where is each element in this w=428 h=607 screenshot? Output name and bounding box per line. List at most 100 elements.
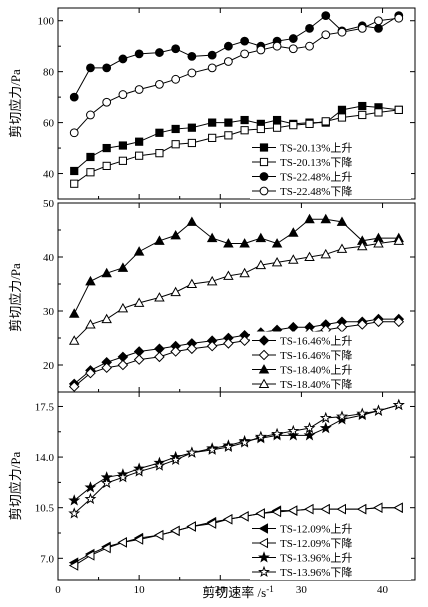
legend-background xyxy=(250,519,411,580)
data-point xyxy=(223,270,234,280)
x-tick-label: 30 xyxy=(296,584,308,596)
data-point xyxy=(319,411,332,424)
data-point xyxy=(240,126,249,135)
data-point xyxy=(223,41,233,51)
data-point xyxy=(222,440,235,453)
data-point xyxy=(186,278,198,289)
data-point xyxy=(374,108,383,117)
data-point xyxy=(224,131,233,140)
data-point xyxy=(133,465,146,477)
data-point xyxy=(86,168,95,177)
data-point xyxy=(186,216,198,226)
data-point xyxy=(153,529,164,541)
data-point xyxy=(68,335,80,345)
legend-marker xyxy=(259,186,269,196)
legend-marker xyxy=(258,551,270,563)
data-point xyxy=(305,119,314,128)
plot-frame xyxy=(57,391,416,581)
data-point xyxy=(320,503,330,515)
data-point xyxy=(256,124,265,134)
y-tick-label: 30 xyxy=(43,306,55,318)
data-point xyxy=(206,275,218,286)
series-4 xyxy=(68,235,405,345)
data-point xyxy=(239,238,250,248)
data-point xyxy=(337,113,347,122)
y-axis-label: 剪切应力/Pa xyxy=(8,451,23,520)
data-point xyxy=(86,152,95,162)
legend-background xyxy=(250,138,411,199)
data-point xyxy=(392,398,405,411)
legend-entry: TS-22.48%上升 xyxy=(280,171,352,184)
data-point xyxy=(373,316,384,328)
data-point xyxy=(357,23,367,33)
data-point xyxy=(117,359,129,371)
legend-entry: TS-20.13%下降 xyxy=(280,155,352,169)
data-point xyxy=(305,23,314,33)
data-point xyxy=(186,521,196,532)
data-point xyxy=(287,505,298,516)
data-point xyxy=(256,45,266,55)
legend-marker xyxy=(258,565,270,578)
data-point xyxy=(186,343,198,355)
y-axis-label: 剪切应力/Pa xyxy=(8,263,23,332)
data-point xyxy=(289,121,298,130)
data-point xyxy=(337,27,347,37)
legend-entry: TS-20.13%上升 xyxy=(280,142,352,155)
series-line xyxy=(73,404,399,501)
data-point xyxy=(239,511,249,522)
legend-entry: TS-22.48%下降 xyxy=(280,184,352,198)
data-point xyxy=(86,63,95,73)
data-point xyxy=(319,421,332,434)
legend-entry: TS-18.40%上升 xyxy=(280,364,352,377)
data-point xyxy=(187,51,197,61)
data-point xyxy=(223,338,234,349)
data-point xyxy=(171,124,180,134)
data-point xyxy=(118,156,128,165)
data-point xyxy=(321,11,331,21)
data-point xyxy=(84,481,97,493)
data-point xyxy=(134,49,144,59)
y-tick-label: 20 xyxy=(43,360,55,372)
data-point xyxy=(239,267,250,278)
data-point xyxy=(134,85,144,94)
data-point xyxy=(288,34,298,43)
data-point xyxy=(102,63,112,73)
data-point xyxy=(271,256,283,267)
y-axis-label: 剪切应力/Pa xyxy=(8,69,23,138)
chart-panel-3: 7.0 10.5 14.0 17.5 0 10 20 30 40 剪切应力/Pa TS-12.09%… xyxy=(8,391,416,596)
data-point xyxy=(336,321,348,333)
data-point xyxy=(288,44,298,54)
data-point xyxy=(374,16,383,26)
data-point xyxy=(254,430,267,442)
data-point xyxy=(133,534,144,545)
data-point xyxy=(206,518,217,529)
plot-frame xyxy=(57,7,416,200)
data-point xyxy=(171,44,181,54)
y-tick-label: 17.5 xyxy=(35,401,55,413)
data-point xyxy=(135,137,144,146)
data-point xyxy=(255,232,267,243)
legend-entry: TS-13.96%下降 xyxy=(280,565,352,579)
y-tick-label: 14.0 xyxy=(35,452,55,464)
data-point xyxy=(358,110,367,120)
data-point xyxy=(357,240,368,251)
series-line xyxy=(73,404,399,514)
data-point xyxy=(336,503,346,515)
data-point xyxy=(170,229,181,240)
series-line xyxy=(73,17,399,134)
data-point xyxy=(356,503,367,515)
data-point xyxy=(101,542,111,554)
chart-panel-1: 406080100剪切应力/PaTS-20.13%上升TS-20.13%下降TS… xyxy=(8,7,416,200)
data-point xyxy=(135,151,144,160)
data-point xyxy=(287,424,300,437)
series-2 xyxy=(68,502,403,571)
data-point xyxy=(207,50,217,60)
data-point xyxy=(207,63,217,73)
y-tick-label: 50 xyxy=(43,198,55,210)
data-point xyxy=(321,117,330,126)
data-point xyxy=(155,48,164,57)
data-point xyxy=(239,335,250,347)
data-point xyxy=(393,235,405,245)
